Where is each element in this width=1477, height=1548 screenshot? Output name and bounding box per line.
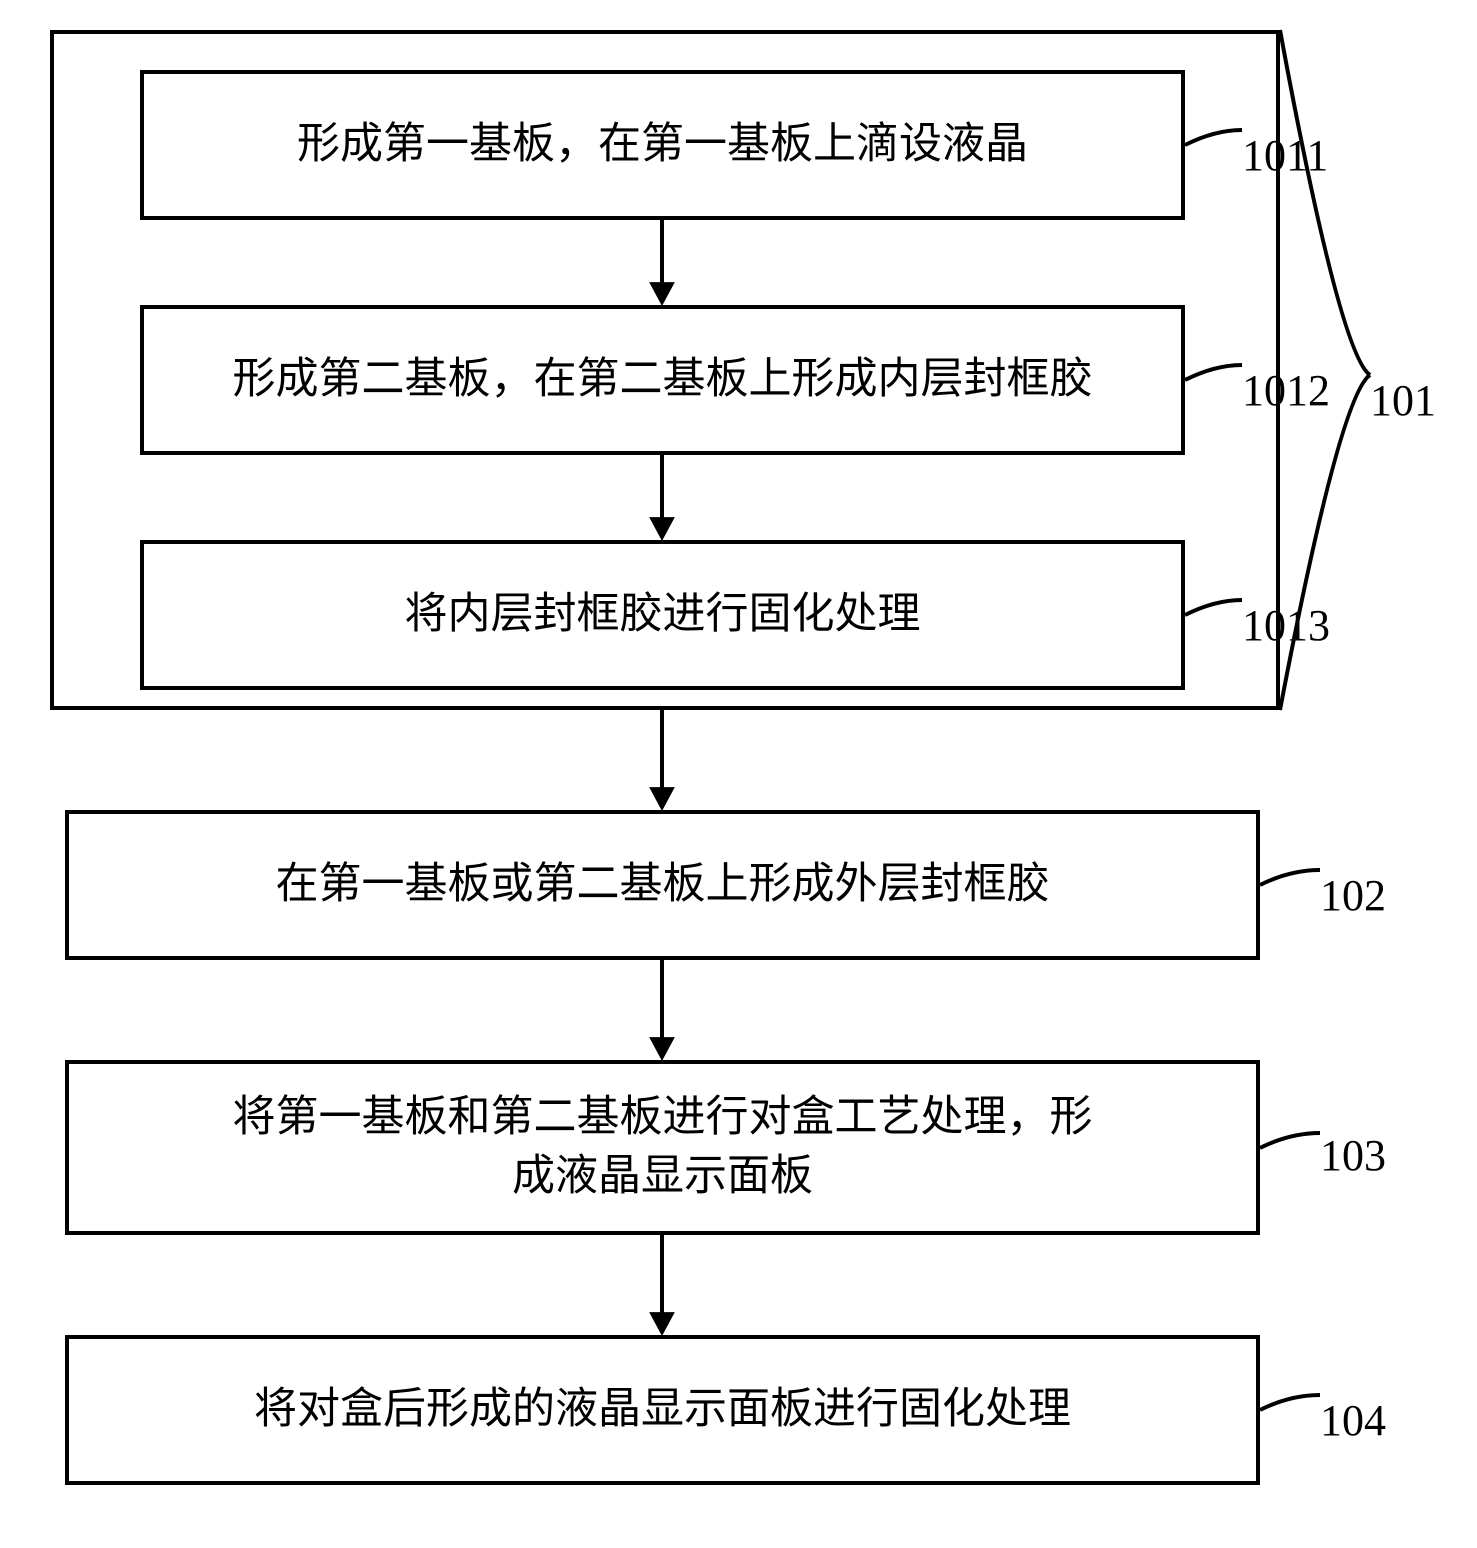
step-text: 将第一基板和第二基板进行对盒工艺处理，形 成液晶显示面板 <box>233 1089 1093 1205</box>
step-text: 在第一基板或第二基板上形成外层封框胶 <box>276 856 1050 914</box>
step-box-1013: 将内层封框胶进行固化处理 <box>140 540 1185 690</box>
step-text: 将对盒后形成的液晶显示面板进行固化处理 <box>254 1381 1071 1439</box>
label-1011: 1011 <box>1242 130 1328 181</box>
step-box-102: 在第一基板或第二基板上形成外层封框胶 <box>65 810 1260 960</box>
step-box-1011: 形成第一基板，在第一基板上滴设液晶 <box>140 70 1185 220</box>
label-103: 103 <box>1320 1130 1386 1181</box>
step-text: 形成第一基板，在第一基板上滴设液晶 <box>297 116 1028 174</box>
label-104: 104 <box>1320 1395 1386 1446</box>
step-box-103: 将第一基板和第二基板进行对盒工艺处理，形 成液晶显示面板 <box>65 1060 1260 1235</box>
label-1012: 1012 <box>1242 365 1330 416</box>
step-box-104: 将对盒后形成的液晶显示面板进行固化处理 <box>65 1335 1260 1485</box>
label-101: 101 <box>1370 375 1436 426</box>
step-box-1012: 形成第二基板，在第二基板上形成内层封框胶 <box>140 305 1185 455</box>
step-text: 将内层封框胶进行固化处理 <box>405 586 921 644</box>
step-text: 形成第二基板，在第二基板上形成内层封框胶 <box>233 351 1093 409</box>
label-102: 102 <box>1320 870 1386 921</box>
label-1013: 1013 <box>1242 600 1330 651</box>
